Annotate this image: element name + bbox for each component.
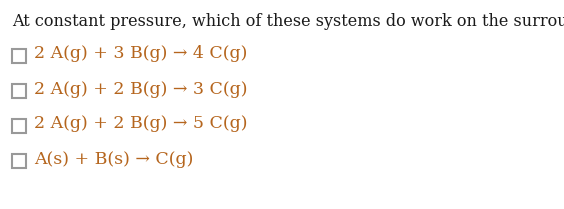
- Bar: [12, 154, 26, 168]
- Text: A(s) + B(s) → C(g): A(s) + B(s) → C(g): [34, 150, 193, 167]
- Bar: [12, 84, 26, 98]
- Text: 2 A(g) + 3 B(g) → 4 C(g): 2 A(g) + 3 B(g) → 4 C(g): [34, 46, 248, 62]
- Bar: [12, 49, 26, 63]
- Text: 2 A(g) + 2 B(g) → 3 C(g): 2 A(g) + 2 B(g) → 3 C(g): [34, 80, 248, 98]
- Text: 2 A(g) + 2 B(g) → 5 C(g): 2 A(g) + 2 B(g) → 5 C(g): [34, 116, 248, 133]
- Bar: [12, 119, 26, 133]
- Text: At constant pressure, which of these systems do work on the surroundings?: At constant pressure, which of these sys…: [12, 13, 564, 30]
